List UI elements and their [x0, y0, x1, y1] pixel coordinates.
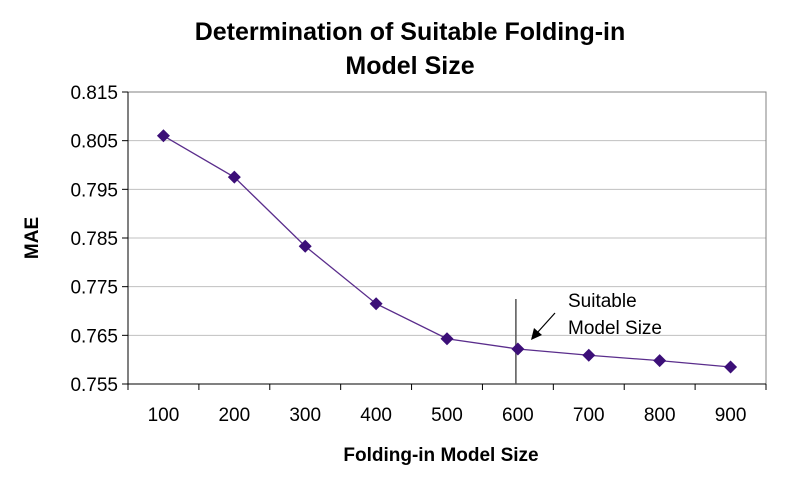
data-point — [511, 342, 525, 356]
data-point — [227, 170, 241, 184]
x-tick-label: 700 — [573, 405, 605, 426]
annotation: Suitable Model Size — [515, 291, 662, 384]
x-tick-label: 200 — [218, 405, 250, 426]
annotation-arrow-head — [531, 328, 542, 340]
data-point — [369, 297, 383, 311]
y-tick-label: 0.805 — [70, 132, 118, 153]
x-tick-label: 800 — [644, 405, 676, 426]
data-point — [298, 239, 312, 253]
x-tick-label: 900 — [715, 405, 747, 426]
x-tick-label: 100 — [148, 405, 180, 426]
y-tick-label: 0.785 — [70, 229, 118, 250]
chart-title-line2: Model Size — [345, 52, 474, 80]
axes — [122, 91, 767, 390]
y-tick-label: 0.795 — [70, 180, 118, 201]
y-axis-label: MAE — [22, 217, 43, 259]
x-tick-label: 600 — [502, 405, 534, 426]
y-tick-label: 0.755 — [70, 375, 118, 396]
data-point — [653, 354, 667, 368]
x-tick-label: 500 — [431, 405, 463, 426]
data-point — [440, 332, 454, 346]
series-line — [156, 129, 738, 374]
y-tick-label: 0.815 — [70, 83, 118, 104]
y-tick-labels: 0.815 0.805 0.795 0.785 0.775 0.765 0.755 — [70, 83, 118, 396]
chart-title-line1: Determination of Suitable Folding-in — [195, 18, 626, 46]
x-tick-labels: 100 200 300 400 500 600 700 800 900 — [148, 405, 747, 426]
x-tick-label: 400 — [360, 405, 392, 426]
x-axis-label: Folding-in Model Size — [343, 445, 538, 466]
x-tick-label: 300 — [289, 405, 321, 426]
y-tick-label: 0.765 — [70, 326, 118, 347]
data-point — [582, 348, 596, 362]
annotation-text-line2: Model Size — [568, 318, 662, 339]
annotation-arrow-shaft — [536, 312, 556, 334]
annotation-text-line1: Suitable — [568, 291, 637, 312]
data-point — [724, 360, 738, 374]
data-point — [156, 129, 170, 143]
y-tick-label: 0.775 — [70, 278, 118, 299]
gridlines — [128, 140, 766, 336]
